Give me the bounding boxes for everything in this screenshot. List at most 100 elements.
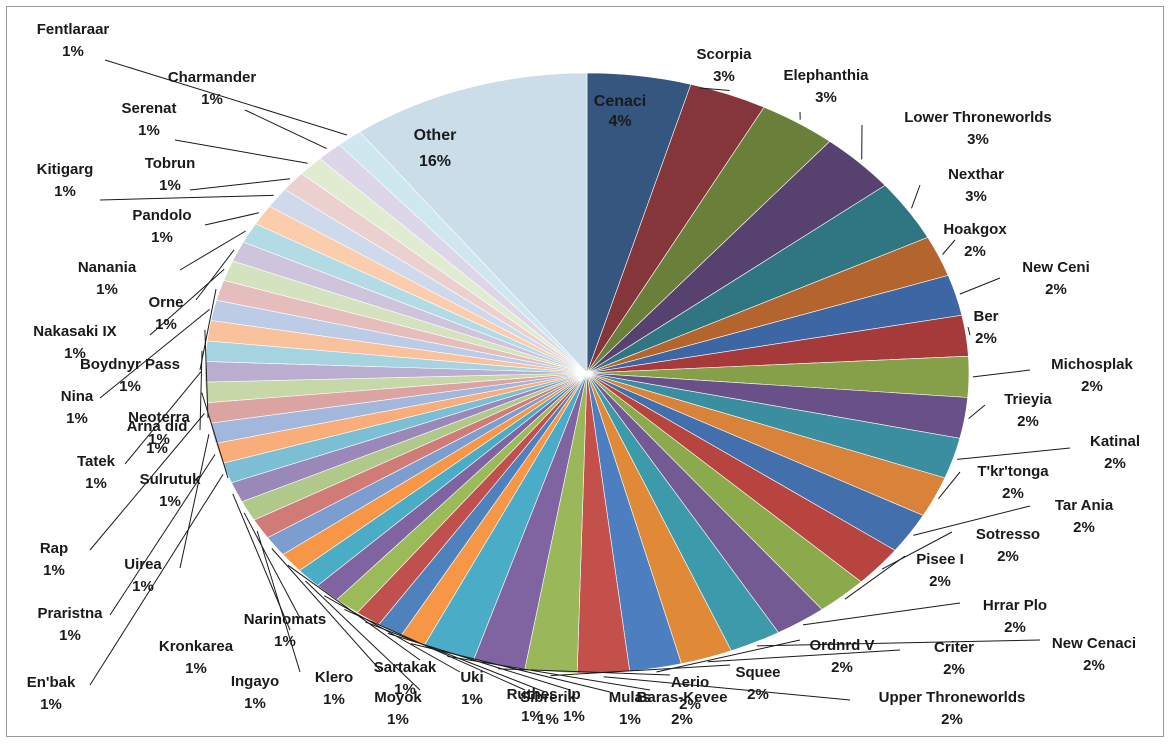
slice-value-nina: 1% <box>66 410 88 427</box>
slice-label-rap: Rap <box>40 540 68 557</box>
leader-line-nexthar <box>911 184 921 209</box>
slice-label-ruthes: Ruthes <box>507 686 558 703</box>
slice-value-new-ceni: 2% <box>1045 281 1067 298</box>
leader-line-uki <box>323 595 461 673</box>
leader-line-klero <box>271 548 381 671</box>
slice-label-cenaci: Cenaci <box>594 93 646 110</box>
pie-slice-other <box>359 72 588 374</box>
slice-value-sartakak: 1% <box>394 681 416 698</box>
leader-line-sibrerik <box>365 621 546 693</box>
slice-value-katinal: 2% <box>1104 455 1126 472</box>
leader-line-hoakgox <box>942 239 956 255</box>
slice-value-nakasaki-ix: 1% <box>64 345 86 362</box>
slice-label-ber: Ber <box>973 308 998 325</box>
slice-label-katinal: Katinal <box>1090 433 1140 450</box>
slice-label-ordnrd-v: Ordnrd V <box>809 637 874 654</box>
slice-value-new-cenaci: 2% <box>1083 657 1105 674</box>
slice-label-tatek: Tatek <box>77 453 116 470</box>
leader-line-uirea <box>179 433 210 569</box>
slice-label-scorpia: Scorpia <box>696 46 752 63</box>
slice-label-sartakak: Sartakak <box>374 659 437 676</box>
leader-line-new-cenaci <box>757 639 1041 647</box>
leader-line-hrrar-plo <box>802 602 961 626</box>
slice-value-other: 16% <box>419 153 451 170</box>
slice-value-tobrun: 1% <box>159 177 181 194</box>
leader-line-praristna <box>109 454 216 616</box>
slice-value-trieyia: 2% <box>1017 413 1039 430</box>
leader-line-en-bak <box>89 474 224 686</box>
slice-label-narinomats: Narinomats <box>244 611 327 628</box>
slice-label-mulas: Mulas <box>609 689 652 706</box>
leader-line-sulrutuk <box>201 392 229 479</box>
slice-label-pisee-i: Pisee I <box>916 551 964 568</box>
slice-label-fentlaraar: Fentlaraar <box>37 21 110 38</box>
slice-value-mulas: 1% <box>619 711 641 728</box>
slice-value-lower-throneworlds: 3% <box>967 131 989 148</box>
slice-label-t-kr-tonga: T'kr'tonga <box>977 463 1049 480</box>
leader-line-ingayo <box>256 530 301 673</box>
slice-value-sulrutuk: 1% <box>159 493 181 510</box>
leader-line-kronkarea <box>232 493 291 631</box>
slice-value-hrrar-plo: 2% <box>1004 619 1026 636</box>
slice-value-tatek: 1% <box>85 475 107 492</box>
slice-label-uirea: Uirea <box>124 556 162 573</box>
slice-label-new-cenaci: New Cenaci <box>1052 635 1136 652</box>
slice-label-criter: Criter <box>934 639 974 656</box>
leader-line-moyok <box>305 580 421 691</box>
slice-value-kitigarg: 1% <box>54 183 76 200</box>
leader-line-fentlaraar <box>104 59 348 136</box>
slice-value-klero: 1% <box>323 691 345 708</box>
leader-line-tobrun <box>189 178 291 191</box>
slice-value-elephanthia: 3% <box>815 89 837 106</box>
slice-value-en-bak: 1% <box>40 696 62 713</box>
slice-value-scorpia: 3% <box>713 68 735 85</box>
slice-value-fentlaraar: 1% <box>62 43 84 60</box>
slice-label-charmander: Charmander <box>168 69 257 86</box>
slice-value-ber: 2% <box>975 330 997 347</box>
slice-value-aerio: 2% <box>679 696 701 713</box>
slice-value-ingayo: 1% <box>244 695 266 712</box>
slice-value-orne: 1% <box>155 316 177 333</box>
slice-value-squee: 2% <box>747 686 769 703</box>
slice-value-sotresso: 2% <box>997 548 1019 565</box>
slice-label-nexthar: Nexthar <box>948 166 1004 183</box>
slice-value-uki: 1% <box>461 691 483 708</box>
slice-value-cenaci: 4% <box>608 113 631 130</box>
slice-value-baras-kevee: 2% <box>671 711 693 728</box>
leader-line-charmander <box>244 109 327 150</box>
slice-value-pandolo: 1% <box>151 229 173 246</box>
slice-label-arna-did: Arna did <box>127 418 188 435</box>
slice-label-nanania: Nanania <box>78 259 137 276</box>
slice-label-baras-kevee: Baras-Kevee <box>637 689 728 706</box>
leader-line-orne <box>195 249 235 301</box>
leader-line-pisee-i <box>844 555 906 600</box>
slice-value-rap: 1% <box>43 562 65 579</box>
slice-value-michosplak: 2% <box>1081 378 1103 395</box>
slice-label-trieyia: Trieyia <box>1004 391 1052 408</box>
leader-line-tar-ania <box>913 505 1031 536</box>
slice-value-kronkarea: 1% <box>185 660 207 677</box>
slice-label-hrrar-plo: Hrrar Plo <box>983 597 1047 614</box>
leader-line-upper-throneworlds <box>603 676 851 701</box>
slice-label-new-ceni: New Ceni <box>1022 259 1090 276</box>
slice-value-serenat: 1% <box>138 122 160 139</box>
leader-line-sartakak <box>287 564 421 661</box>
slice-label-upper-throneworlds: Upper Throneworlds <box>879 689 1026 706</box>
slice-label-sotresso: Sotresso <box>976 526 1040 543</box>
slice-label-lower-throneworlds: Lower Throneworlds <box>904 109 1052 126</box>
slice-value-criter: 2% <box>943 661 965 678</box>
slice-value-ruthes: 1% <box>521 708 543 725</box>
slice-value-moyok: 1% <box>387 711 409 728</box>
leader-line-boydnyr-pass <box>199 289 217 371</box>
slice-value-narinomats: 1% <box>274 633 296 650</box>
slice-label-uki: Uki <box>460 669 483 686</box>
leader-line-tatek <box>124 371 202 465</box>
leader-line-sotresso <box>881 531 953 570</box>
slice-value-boydnyr-pass: 1% <box>119 378 141 395</box>
slice-value-nexthar: 3% <box>965 188 987 205</box>
leader-line-nanania <box>179 230 246 271</box>
slice-label-moyok: Moyok <box>374 689 422 706</box>
leader-line-serenat <box>174 139 308 164</box>
slice-label-michosplak: Michosplak <box>1051 356 1133 373</box>
